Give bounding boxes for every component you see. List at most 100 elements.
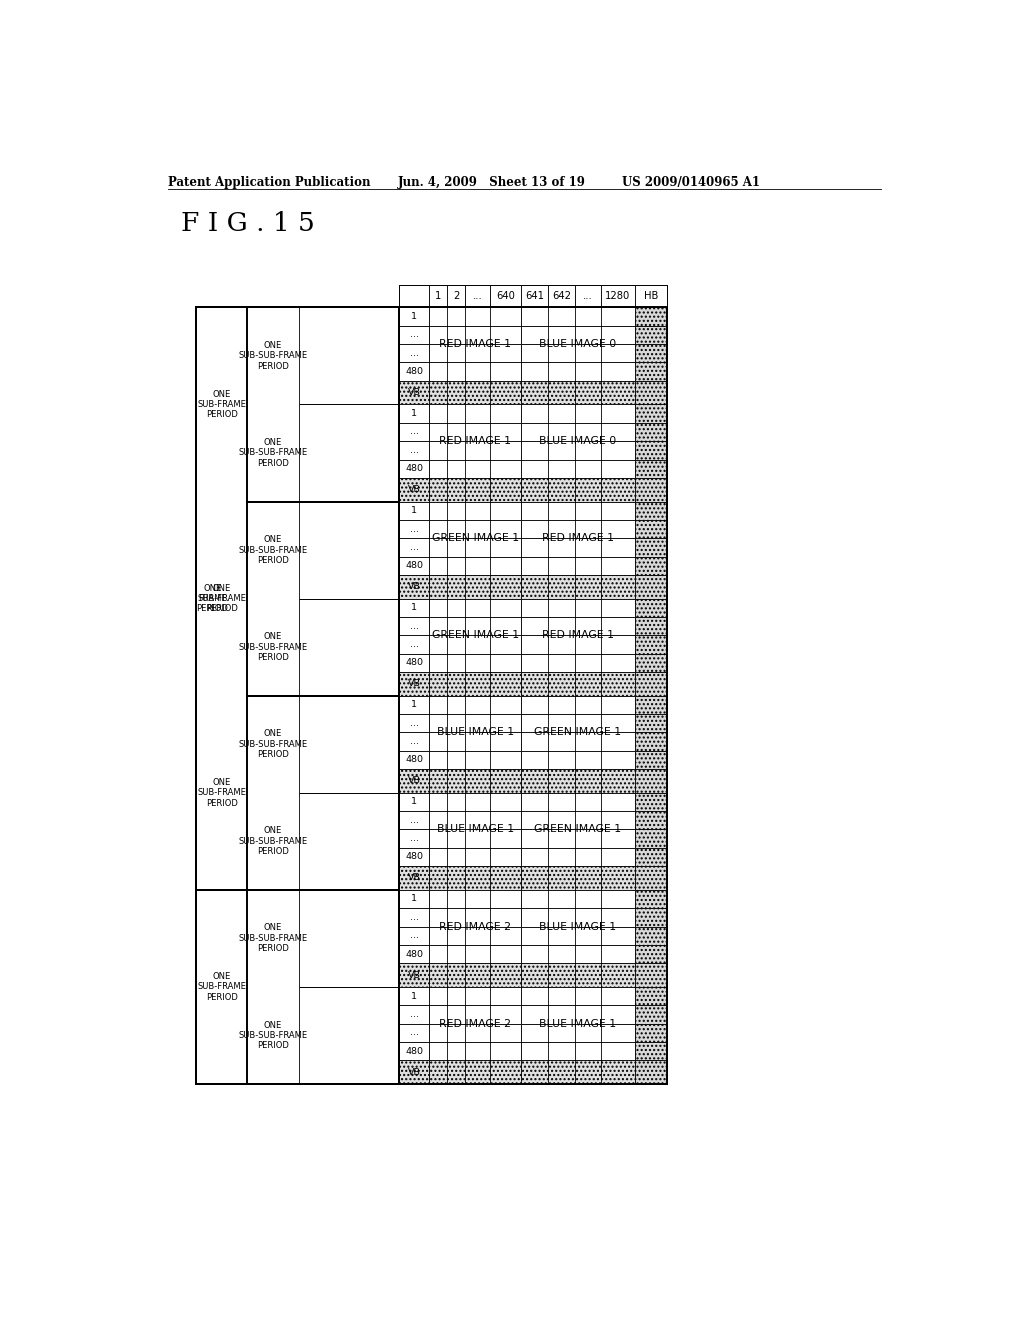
Text: ...: ... <box>473 292 482 301</box>
Bar <box>635 326 668 345</box>
Bar <box>521 1041 635 1060</box>
Bar <box>399 770 429 793</box>
Bar <box>429 635 521 653</box>
Bar <box>521 1060 635 1084</box>
Text: 1: 1 <box>412 895 418 903</box>
Bar <box>635 1041 668 1060</box>
Bar <box>521 847 635 866</box>
Text: ONE
FRAME
PERIOD: ONE FRAME PERIOD <box>197 583 228 614</box>
Bar <box>399 964 429 987</box>
Bar <box>399 890 429 908</box>
Bar <box>429 1041 521 1060</box>
Bar <box>548 285 575 308</box>
Bar <box>521 927 635 945</box>
Text: 480: 480 <box>406 659 423 668</box>
Text: 480: 480 <box>406 367 423 376</box>
Bar <box>299 696 399 793</box>
Text: 1: 1 <box>412 991 418 1001</box>
Text: ONE
SUB-FRAME
PERIOD: ONE SUB-FRAME PERIOD <box>198 972 246 1002</box>
Bar <box>248 502 399 696</box>
Text: VB: VB <box>408 970 421 979</box>
Text: 1: 1 <box>412 797 418 807</box>
Bar <box>635 635 668 653</box>
Bar <box>635 945 668 964</box>
Bar <box>635 422 668 441</box>
Bar <box>197 308 668 1084</box>
Text: 480: 480 <box>406 1047 423 1056</box>
Bar <box>399 714 429 733</box>
Bar <box>399 1041 429 1060</box>
Bar <box>521 866 635 890</box>
Bar <box>399 793 429 810</box>
Bar <box>399 404 429 422</box>
Text: Jun. 4, 2009   Sheet 13 of 19: Jun. 4, 2009 Sheet 13 of 19 <box>397 176 586 189</box>
Text: ...: ... <box>410 622 419 631</box>
Text: 1280: 1280 <box>605 292 631 301</box>
Text: RED IMAGE 2: RED IMAGE 2 <box>439 1019 511 1028</box>
Bar <box>465 285 489 308</box>
Text: BLUE IMAGE 1: BLUE IMAGE 1 <box>540 921 616 932</box>
Text: ...: ... <box>410 931 419 940</box>
Bar <box>635 598 668 616</box>
Text: F I G . 1 5: F I G . 1 5 <box>180 211 314 236</box>
Text: BLUE IMAGE 1: BLUE IMAGE 1 <box>436 825 514 834</box>
Bar <box>399 502 429 520</box>
Bar <box>429 1023 521 1041</box>
Bar <box>429 964 521 987</box>
Bar <box>635 539 668 557</box>
Text: RED IMAGE 1: RED IMAGE 1 <box>542 630 613 640</box>
Bar <box>635 478 668 502</box>
Bar <box>429 793 521 810</box>
Bar <box>399 478 429 502</box>
Bar <box>429 847 521 866</box>
Bar <box>521 380 635 404</box>
Bar <box>521 696 635 714</box>
Text: 480: 480 <box>406 465 423 473</box>
Bar <box>635 714 668 733</box>
Bar <box>299 890 399 987</box>
Text: ...: ... <box>410 718 419 727</box>
Bar <box>635 793 668 810</box>
Bar <box>429 672 521 696</box>
Bar <box>635 964 668 987</box>
Bar <box>635 829 668 847</box>
Text: ...: ... <box>410 1010 419 1019</box>
Text: ...: ... <box>410 446 419 455</box>
Bar <box>635 520 668 539</box>
Text: ONE
SUB-FRAME
PERIOD: ONE SUB-FRAME PERIOD <box>198 389 246 420</box>
Text: 640: 640 <box>496 292 515 301</box>
Bar <box>635 441 668 459</box>
Text: GREEN IMAGE 1: GREEN IMAGE 1 <box>535 727 622 738</box>
Bar <box>399 635 429 653</box>
Text: VB: VB <box>408 388 421 397</box>
Text: RED IMAGE 2: RED IMAGE 2 <box>439 921 511 932</box>
Bar <box>521 285 548 308</box>
Text: ONE
SUB-SUB-FRAME
PERIOD: ONE SUB-SUB-FRAME PERIOD <box>239 1020 307 1051</box>
Bar <box>429 441 521 459</box>
Bar <box>399 520 429 539</box>
Text: VB: VB <box>408 486 421 494</box>
Bar <box>399 616 429 635</box>
Bar <box>429 404 521 422</box>
Text: BLUE IMAGE 0: BLUE IMAGE 0 <box>540 436 616 446</box>
Text: 1: 1 <box>412 409 418 418</box>
Bar <box>429 733 521 751</box>
Bar <box>521 422 635 441</box>
Text: ONE
SUB-SUB-FRAME
PERIOD: ONE SUB-SUB-FRAME PERIOD <box>239 826 307 857</box>
Bar <box>521 459 635 478</box>
Text: BLUE IMAGE 0: BLUE IMAGE 0 <box>540 339 616 348</box>
Bar <box>429 422 521 441</box>
Bar <box>429 1060 521 1084</box>
Bar <box>399 829 429 847</box>
Text: ...: ... <box>410 524 419 533</box>
Bar <box>429 770 521 793</box>
Bar <box>429 520 521 539</box>
Bar <box>429 908 521 927</box>
Bar <box>635 847 668 866</box>
Text: 480: 480 <box>406 949 423 958</box>
Bar <box>635 616 668 635</box>
Bar <box>399 576 429 598</box>
Bar <box>635 1023 668 1041</box>
Text: 1: 1 <box>435 292 441 301</box>
Bar <box>399 696 429 714</box>
